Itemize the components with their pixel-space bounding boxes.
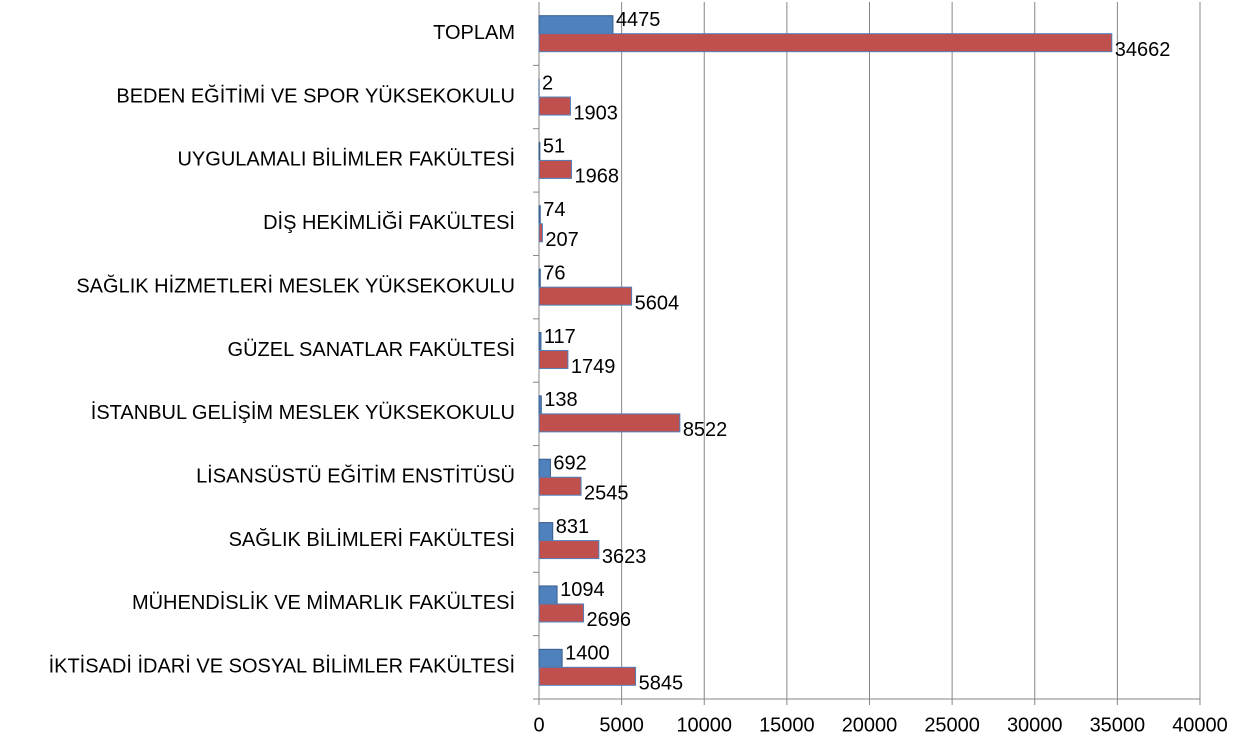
bar: [538, 332, 542, 351]
bar: [538, 268, 541, 288]
x-tick-label: 40000: [1172, 714, 1228, 736]
bar: [538, 413, 681, 433]
y-tick-label: LİSANSÜSTÜ EĞİTİM ENSTİTÜSÜ: [196, 465, 515, 488]
bar: [538, 286, 633, 306]
data-label: 4475: [616, 9, 661, 31]
y-tick-label: DİŞ HEKİMLİĞİ FAKÜLTESİ: [263, 211, 515, 234]
data-label: 2696: [587, 609, 632, 631]
bar: [538, 666, 637, 686]
data-label: 831: [556, 516, 589, 538]
x-tick-label: 25000: [924, 714, 980, 736]
bar: [538, 33, 1113, 53]
y-tick-label: BEDEN EĞİTİMİ VE SPOR YÜKSEKOKULU: [116, 84, 515, 107]
y-tick-label: GÜZEL SANATLAR FAKÜLTESİ: [228, 338, 515, 361]
data-label: 1094: [560, 579, 605, 601]
data-label: 5845: [639, 673, 684, 695]
x-tick-label: 10000: [676, 714, 732, 736]
bar: [538, 141, 541, 161]
y-tick-label: İSTANBUL GELİŞİM MESLEK YÜKSEKOKULU: [91, 401, 515, 424]
data-label: 117: [544, 326, 576, 348]
x-tick-label: 0: [533, 714, 544, 736]
y-tick-label: UYGULAMALI BİLİMLER FAKÜLTESİ: [177, 148, 515, 171]
y-tick-label: İKTİSADİ İDARİ VE SOSYAL BİLİMLER FAKÜLT…: [49, 655, 515, 678]
x-tick-label: 15000: [759, 714, 815, 736]
x-tick-label: 5000: [599, 714, 644, 736]
y-tick-label: MÜHENDİSLİK VE MİMARLIK FAKÜLTESİ: [132, 591, 515, 614]
bar: [538, 159, 573, 179]
data-label: 8522: [683, 419, 728, 441]
data-label: 207: [545, 229, 578, 251]
data-label: 74: [543, 199, 565, 221]
data-label: 2: [542, 72, 553, 94]
y-tick-label: SAĞLIK HİZMETLERİ MESLEK YÜKSEKOKULU: [76, 274, 515, 297]
bar: [538, 223, 543, 243]
data-label: 1903: [573, 102, 618, 124]
data-label: 3623: [602, 546, 647, 568]
bar: [538, 96, 571, 116]
bar: [538, 350, 569, 369]
bar: [538, 540, 600, 560]
bar: [538, 522, 554, 542]
data-label: 692: [553, 453, 586, 475]
data-label: 1400: [565, 643, 610, 665]
bar: [538, 15, 614, 35]
x-tick-label: 20000: [842, 714, 898, 736]
data-label: 2545: [584, 483, 629, 505]
data-label: 76: [543, 262, 565, 284]
x-tick-label: 30000: [1007, 714, 1063, 736]
data-label: 34662: [1115, 39, 1171, 61]
x-tick-label: 35000: [1090, 714, 1146, 736]
data-label: 1749: [571, 356, 616, 378]
bar: [538, 476, 582, 496]
bar: [538, 585, 558, 605]
data-label: 1968: [575, 166, 620, 188]
y-tick-label: TOPLAM: [433, 22, 515, 44]
bar: [538, 395, 542, 415]
bar: [538, 648, 563, 668]
y-tick-label: SAĞLIK BİLİMLERİ FAKÜLTESİ: [229, 528, 515, 551]
bar: [538, 205, 541, 225]
data-label: 51: [543, 136, 565, 158]
bar: [538, 458, 551, 478]
bar: [538, 603, 585, 623]
data-label: 138: [544, 389, 577, 411]
data-label: 5604: [635, 292, 680, 314]
